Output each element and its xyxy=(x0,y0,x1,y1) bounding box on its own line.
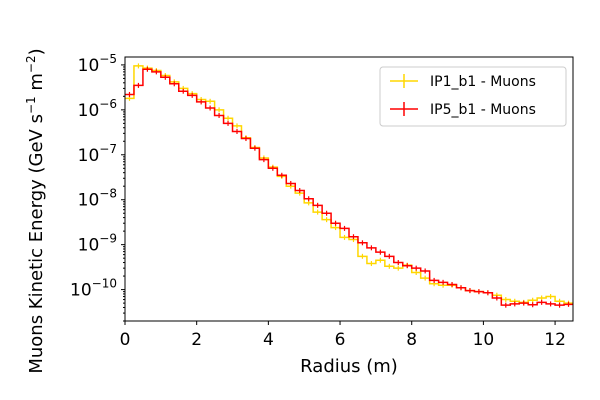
x-tick-label: 8 xyxy=(406,330,417,350)
y-tick-label: 10−6 xyxy=(78,97,117,121)
y-tick-label: 10−7 xyxy=(78,142,117,166)
x-tick-label: 6 xyxy=(335,330,346,350)
x-tick-label: 2 xyxy=(191,330,202,350)
x-tick-label: 0 xyxy=(120,330,131,350)
y-axis-label-exp1: −1 xyxy=(24,96,38,114)
plot-frame xyxy=(124,56,574,322)
x-tick-label: 4 xyxy=(263,330,274,350)
legend-label-ip5: IP5_b1 - Muons xyxy=(430,102,536,118)
legend-label-ip1: IP1_b1 - Muons xyxy=(430,74,536,90)
y-axis-label-mid: m xyxy=(26,73,47,96)
legend-box xyxy=(379,66,567,127)
series-layer xyxy=(125,63,573,308)
x-axis-label: Radius (m) xyxy=(300,356,398,377)
y-tick-label: 10−9 xyxy=(78,232,117,256)
x-axis: 0 2 4 6 8 10 12 xyxy=(120,321,566,350)
y-axis-label: Muons Kinetic Energy (GeV s−1 m−2) xyxy=(24,48,47,373)
legend-entry-ip5: IP5_b1 - Muons xyxy=(390,102,536,118)
legend: IP1_b1 - Muons IP5_b1 - Muons xyxy=(379,66,567,127)
legend-entry-ip1: IP1_b1 - Muons xyxy=(390,74,536,90)
y-tick-label: 10−5 xyxy=(78,52,117,76)
x-tick-label: 10 xyxy=(473,330,495,350)
y-tick-label: 10−10 xyxy=(70,277,117,301)
x-tick-label: 12 xyxy=(544,330,566,350)
y-axis: 10−5 10−6 10−7 10−8 10−9 10−10 xyxy=(70,52,125,322)
y-tick-label: 10−8 xyxy=(78,187,117,211)
y-axis-label-end: ) xyxy=(26,48,47,55)
series-IP5_b1 - Muons xyxy=(125,66,573,308)
y-axis-label-main: Muons Kinetic Energy (GeV s xyxy=(26,114,47,374)
y-axis-label-exp2: −2 xyxy=(24,55,38,73)
